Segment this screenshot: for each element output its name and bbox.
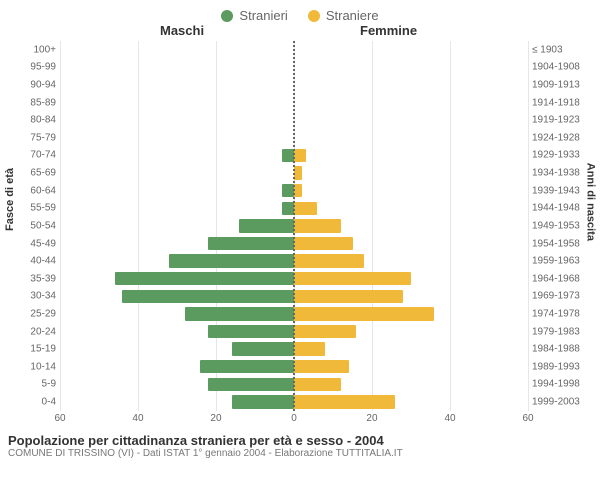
age-label: 85-89 bbox=[18, 97, 56, 108]
age-label: 35-39 bbox=[18, 273, 56, 284]
bar-female bbox=[294, 342, 325, 355]
bar-male bbox=[239, 219, 294, 232]
header-female: Femmine bbox=[360, 23, 417, 38]
age-label: 50-54 bbox=[18, 220, 56, 231]
birth-label: 1974-1978 bbox=[532, 308, 588, 319]
header-male: Maschi bbox=[160, 23, 204, 38]
age-label: 20-24 bbox=[18, 326, 56, 337]
birth-label: 1959-1963 bbox=[532, 256, 588, 267]
age-label: 10-14 bbox=[18, 361, 56, 372]
age-label: 5-9 bbox=[18, 379, 56, 390]
birth-label: 1929-1933 bbox=[532, 150, 588, 161]
age-label: 95-99 bbox=[18, 62, 56, 73]
footer: Popolazione per cittadinanza straniera p… bbox=[0, 431, 600, 459]
birth-label: 1949-1953 bbox=[532, 220, 588, 231]
legend-label-female: Straniere bbox=[326, 8, 379, 23]
age-label: 65-69 bbox=[18, 168, 56, 179]
age-label: 60-64 bbox=[18, 185, 56, 196]
birth-label: 1924-1928 bbox=[532, 132, 588, 143]
x-tick: 40 bbox=[132, 413, 143, 424]
birth-label: 1904-1908 bbox=[532, 62, 588, 73]
birth-label: 1909-1913 bbox=[532, 80, 588, 91]
age-label: 15-19 bbox=[18, 344, 56, 355]
bar-male bbox=[232, 342, 294, 355]
footer-subtitle: COMUNE DI TRISSINO (VI) - Dati ISTAT 1° … bbox=[8, 448, 592, 459]
x-tick: 20 bbox=[366, 413, 377, 424]
x-tick: 40 bbox=[444, 413, 455, 424]
center-line bbox=[293, 41, 295, 411]
bar-male bbox=[115, 272, 294, 285]
bar-male bbox=[208, 237, 294, 250]
birth-label: 1984-1988 bbox=[532, 344, 588, 355]
age-label: 80-84 bbox=[18, 115, 56, 126]
age-label: 100+ bbox=[18, 44, 56, 55]
legend-item-male: Stranieri bbox=[221, 8, 287, 23]
age-label: 40-44 bbox=[18, 256, 56, 267]
birth-label: 1964-1968 bbox=[532, 273, 588, 284]
x-tick: 0 bbox=[291, 413, 297, 424]
x-tick: 20 bbox=[210, 413, 221, 424]
age-label: 90-94 bbox=[18, 80, 56, 91]
bar-female bbox=[294, 325, 356, 338]
age-label: 70-74 bbox=[18, 150, 56, 161]
birth-label: ≤ 1903 bbox=[532, 44, 588, 55]
bar-male bbox=[169, 254, 294, 267]
birth-label: 1919-1923 bbox=[532, 115, 588, 126]
chart-area: Fasce di età Anni di nascita 100+≤ 19039… bbox=[0, 41, 600, 431]
bar-female bbox=[294, 272, 411, 285]
birth-label: 1999-2003 bbox=[532, 396, 588, 407]
birth-label: 1914-1918 bbox=[532, 97, 588, 108]
birth-label: 1994-1998 bbox=[532, 379, 588, 390]
bar-female bbox=[294, 254, 364, 267]
bar-female bbox=[294, 378, 341, 391]
column-headers: Maschi Femmine bbox=[0, 23, 600, 41]
bar-female bbox=[294, 202, 317, 215]
gridline bbox=[528, 41, 529, 411]
bar-male bbox=[208, 378, 294, 391]
footer-title: Popolazione per cittadinanza straniera p… bbox=[8, 433, 592, 448]
bar-male bbox=[185, 307, 294, 320]
birth-label: 1989-1993 bbox=[532, 361, 588, 372]
birth-label: 1979-1983 bbox=[532, 326, 588, 337]
bar-male bbox=[122, 290, 294, 303]
bar-male bbox=[200, 360, 294, 373]
bar-male bbox=[232, 395, 294, 408]
legend: Stranieri Straniere bbox=[0, 0, 600, 23]
birth-label: 1944-1948 bbox=[532, 203, 588, 214]
bar-female bbox=[294, 184, 302, 197]
bar-female bbox=[294, 166, 302, 179]
legend-item-female: Straniere bbox=[308, 8, 379, 23]
birth-label: 1969-1973 bbox=[532, 291, 588, 302]
legend-label-male: Stranieri bbox=[239, 8, 287, 23]
plot: 100+≤ 190395-991904-190890-941909-191385… bbox=[60, 41, 528, 411]
bar-female bbox=[294, 307, 434, 320]
bar-female bbox=[294, 290, 403, 303]
age-label: 45-49 bbox=[18, 238, 56, 249]
age-label: 25-29 bbox=[18, 308, 56, 319]
bar-female bbox=[294, 149, 306, 162]
x-tick: 60 bbox=[54, 413, 65, 424]
y-axis-left-title: Fasce di età bbox=[4, 168, 16, 231]
birth-label: 1954-1958 bbox=[532, 238, 588, 249]
bar-female bbox=[294, 395, 395, 408]
bar-male bbox=[208, 325, 294, 338]
age-label: 30-34 bbox=[18, 291, 56, 302]
bar-female bbox=[294, 360, 349, 373]
bar-female bbox=[294, 237, 353, 250]
age-label: 55-59 bbox=[18, 203, 56, 214]
birth-label: 1934-1938 bbox=[532, 168, 588, 179]
swatch-male bbox=[221, 10, 233, 22]
x-tick: 60 bbox=[522, 413, 533, 424]
birth-label: 1939-1943 bbox=[532, 185, 588, 196]
x-axis-ticks: 6040200204060 bbox=[60, 413, 528, 427]
age-label: 0-4 bbox=[18, 396, 56, 407]
age-label: 75-79 bbox=[18, 132, 56, 143]
bar-female bbox=[294, 219, 341, 232]
chart-container: Stranieri Straniere Maschi Femmine Fasce… bbox=[0, 0, 600, 500]
swatch-female bbox=[308, 10, 320, 22]
